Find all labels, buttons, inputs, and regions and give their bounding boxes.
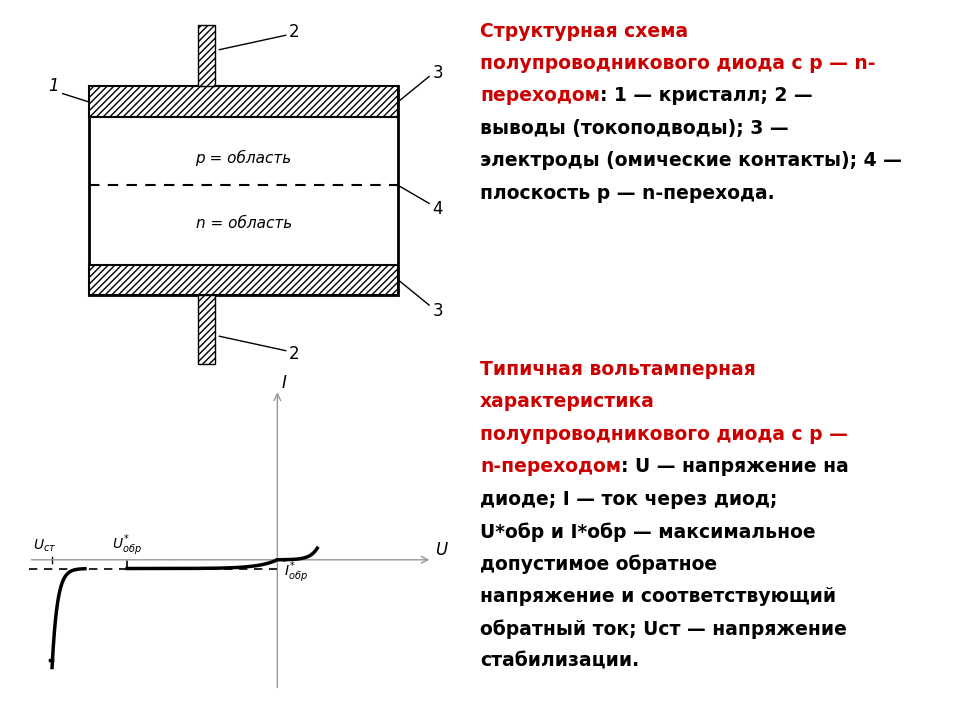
Text: n = область: n = область bbox=[196, 216, 292, 231]
Text: допустимое обратное: допустимое обратное bbox=[480, 554, 717, 574]
Bar bbox=[89, 86, 398, 117]
Text: 3: 3 bbox=[433, 302, 444, 320]
Text: U: U bbox=[435, 541, 446, 559]
Text: I: I bbox=[282, 374, 287, 392]
Text: полупроводникового диода с р — n-: полупроводникового диода с р — n- bbox=[480, 54, 876, 73]
Text: : 1 — кристалл; 2 —: : 1 — кристалл; 2 — bbox=[600, 86, 812, 105]
Text: полупроводникового диода с р —: полупроводникового диода с р — bbox=[480, 425, 848, 444]
Text: стабилизации.: стабилизации. bbox=[480, 652, 639, 670]
Text: Структурная схема: Структурная схема bbox=[480, 22, 688, 40]
Text: n-переходом: n-переходом bbox=[480, 457, 621, 476]
Bar bbox=[198, 295, 215, 364]
Text: 2: 2 bbox=[289, 346, 300, 363]
Text: электроды (омические контакты); 4 —: электроды (омические контакты); 4 — bbox=[480, 151, 901, 170]
Text: U*обр и I*обр — максимальное: U*обр и I*обр — максимальное bbox=[480, 522, 816, 541]
Text: обратный ток; Uст — напряжение: обратный ток; Uст — напряжение bbox=[480, 619, 847, 639]
Text: $U_{обр}^{*}$: $U_{обр}^{*}$ bbox=[112, 533, 142, 558]
Text: характеристика: характеристика bbox=[480, 392, 655, 411]
Text: $U_{ст}$: $U_{ст}$ bbox=[34, 538, 57, 554]
Text: $I_{обр}^{*}$: $I_{обр}^{*}$ bbox=[284, 559, 308, 585]
Text: плоскость р — n-перехода.: плоскость р — n-перехода. bbox=[480, 184, 775, 202]
Text: 1: 1 bbox=[48, 77, 60, 95]
Text: р = область: р = область bbox=[196, 150, 292, 166]
Text: напряжение и соответствующий: напряжение и соответствующий bbox=[480, 587, 836, 606]
Bar bbox=[89, 265, 398, 295]
Text: переходом: переходом bbox=[480, 86, 600, 105]
Text: 2: 2 bbox=[289, 23, 300, 41]
Text: : U — напряжение на: : U — напряжение на bbox=[621, 457, 849, 476]
Text: 3: 3 bbox=[433, 64, 444, 82]
Text: Типичная вольтамперная: Типичная вольтамперная bbox=[480, 360, 756, 379]
Text: выводы (токоподводы); 3 —: выводы (токоподводы); 3 — bbox=[480, 119, 788, 138]
Bar bbox=[89, 86, 398, 295]
Text: диоде; I — ток через диод;: диоде; I — ток через диод; bbox=[480, 490, 778, 508]
Bar bbox=[198, 25, 215, 86]
Text: 4: 4 bbox=[433, 199, 444, 217]
